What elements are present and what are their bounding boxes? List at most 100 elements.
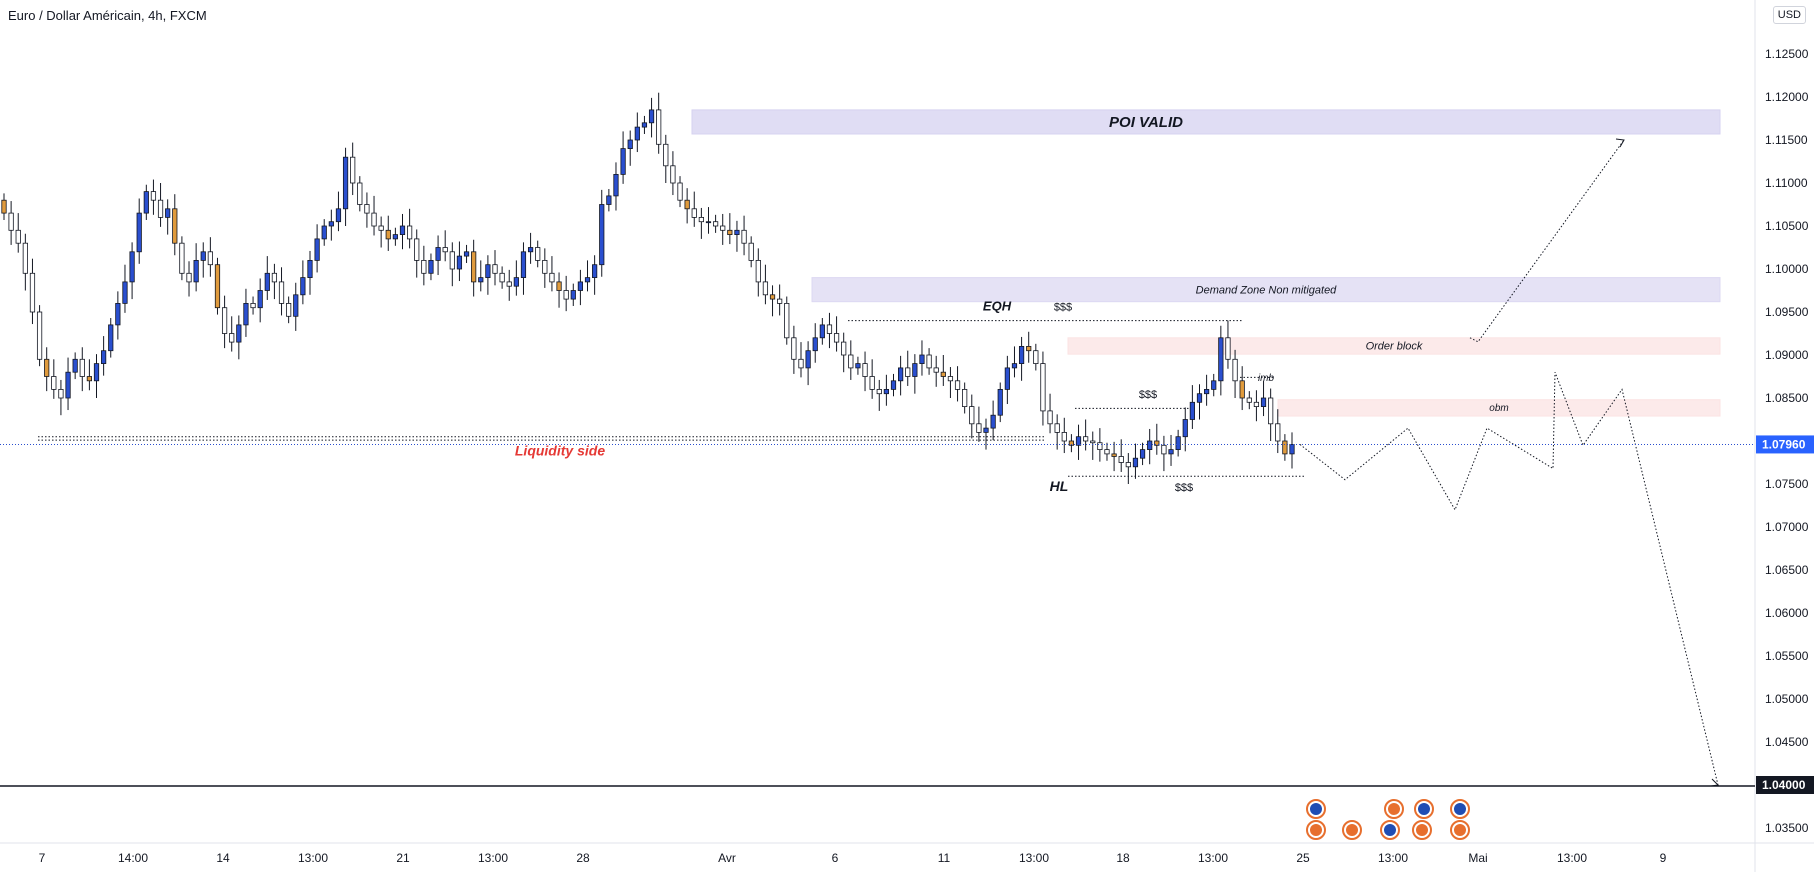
candle <box>1275 409 1281 454</box>
candle <box>1083 419 1089 451</box>
candle-body <box>1246 397 1252 403</box>
candle-body <box>784 302 790 339</box>
candle <box>335 191 342 232</box>
candle <box>1189 385 1195 429</box>
candle-body <box>357 182 363 205</box>
time-tick-label: 18 <box>1116 851 1130 865</box>
candle-body <box>399 225 406 235</box>
time-tick-label: 14 <box>216 851 230 865</box>
candle-body <box>741 229 747 244</box>
candle <box>399 213 406 250</box>
price-tick-label: 1.07500 <box>1765 477 1809 491</box>
candle <box>1147 428 1153 465</box>
currency-button[interactable]: USD <box>1772 6 1806 24</box>
candle-body <box>122 281 128 304</box>
candle-body <box>314 238 320 261</box>
annotation-label: HL <box>1050 478 1069 494</box>
candle <box>1111 441 1117 472</box>
annotation-lines-layer <box>38 138 1720 787</box>
price-tick-label: 1.08500 <box>1765 391 1809 405</box>
time-tick-label: 6 <box>832 851 839 865</box>
candle <box>58 379 64 416</box>
candle-body <box>584 277 591 283</box>
candle <box>656 92 662 154</box>
candle <box>392 227 398 246</box>
candle-body <box>862 363 868 377</box>
candle <box>385 215 391 251</box>
candle <box>442 230 448 262</box>
candle-body <box>278 281 285 304</box>
candle-body <box>627 139 633 149</box>
candle <box>449 242 455 287</box>
candle-body <box>919 354 925 365</box>
candle <box>485 255 491 295</box>
candle-body <box>478 277 484 283</box>
candle <box>499 266 505 289</box>
candle-body <box>1090 440 1096 444</box>
candle-body <box>1289 444 1295 455</box>
annotation-label: EQH <box>983 298 1012 313</box>
candle <box>819 318 825 345</box>
zone-demand-zone-non-mitigated <box>811 277 1721 303</box>
candle-body <box>243 302 249 326</box>
candle-body <box>833 333 840 343</box>
candle <box>286 296 292 324</box>
annotation-label: Liquidity side <box>515 443 605 459</box>
candle <box>826 312 833 349</box>
candle-body <box>962 388 968 407</box>
candle-body <box>1018 345 1025 364</box>
candle <box>236 315 242 360</box>
candle-body <box>656 109 662 145</box>
candle <box>193 243 199 292</box>
candle-body <box>286 302 292 317</box>
candle-body <box>1054 423 1060 433</box>
candle-body <box>300 277 306 296</box>
last-price-label: 1.07960 <box>1762 437 1806 451</box>
projection-path <box>1299 372 1719 786</box>
candle-body <box>1225 337 1231 360</box>
candle-body <box>58 388 64 399</box>
candle-body <box>385 229 391 240</box>
candle-body <box>421 259 427 274</box>
candle-body <box>1239 380 1245 399</box>
candle-body <box>912 363 918 377</box>
candle <box>1118 439 1124 472</box>
candle-body <box>1189 401 1195 420</box>
economic-events[interactable] <box>1306 799 1470 840</box>
time-axis[interactable]: 7 14:00 14 13:00 21 13:00 28 Avr 6 11 13:00 18 13:00… <box>39 851 1667 865</box>
candle-body <box>990 414 996 429</box>
candle-body <box>841 341 847 356</box>
price-axis[interactable]: 1.03500 1.04000 1.04500 1.05000 1.05500 1.060… <box>0 47 1814 835</box>
candle-body <box>214 264 221 309</box>
candle-body <box>876 388 882 395</box>
candle-body <box>620 148 626 175</box>
candle <box>371 195 377 236</box>
price-tick-label: 1.04500 <box>1765 735 1809 749</box>
candle <box>677 176 683 208</box>
candle-body <box>328 221 334 227</box>
candle-body <box>890 380 897 390</box>
candle <box>969 394 975 439</box>
candle-body <box>969 406 975 425</box>
candle <box>876 379 882 411</box>
candle-body <box>108 324 114 352</box>
candle-body <box>342 156 349 210</box>
candle <box>940 355 946 386</box>
price-tick-label: 1.05000 <box>1765 692 1809 706</box>
time-tick-label: Mai <box>1468 851 1487 865</box>
candle <box>492 250 498 286</box>
candle <box>136 198 142 264</box>
candle-body <box>492 264 498 274</box>
candle <box>883 374 889 406</box>
candle-body <box>1147 440 1153 451</box>
candle <box>805 341 811 386</box>
candle-body <box>442 247 448 253</box>
candle <box>1225 320 1231 369</box>
candle <box>1218 325 1224 396</box>
candle-body <box>1097 442 1103 451</box>
candle-body <box>1104 449 1110 455</box>
candle <box>720 213 726 245</box>
projection-alt-up <box>1469 139 1625 343</box>
candle <box>22 233 28 291</box>
